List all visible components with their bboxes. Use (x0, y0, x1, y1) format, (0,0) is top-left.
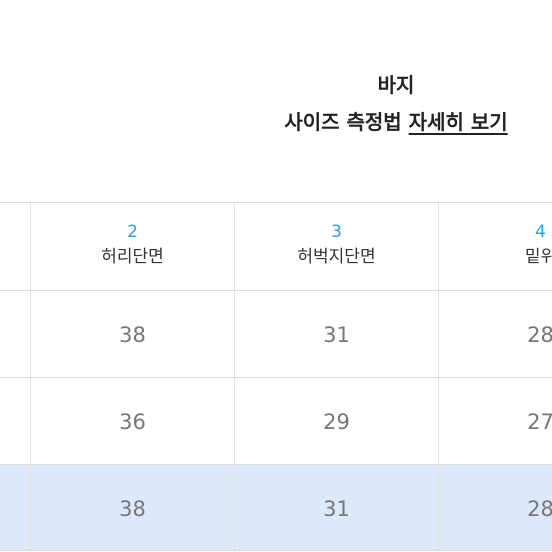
table-cell: 38 (119, 497, 146, 521)
table-cell: 31 (323, 497, 350, 521)
header-divider (0, 290, 552, 291)
column-number: 3 (331, 222, 342, 242)
column-number: 4 (535, 222, 546, 242)
table-cell: 29 (323, 410, 350, 434)
row-divider (0, 464, 552, 465)
column-name: 밑위 (524, 247, 552, 267)
row-divider (0, 377, 552, 378)
column-name: 허리단면 (101, 247, 164, 267)
column-divider (438, 202, 439, 552)
column-header: 4 밑위 (439, 222, 552, 268)
table-cell: 27 (527, 410, 552, 434)
table-top-border (0, 202, 552, 203)
row-divider (0, 550, 552, 551)
table-cell: 28 (527, 497, 552, 521)
table-cell: 38 (119, 323, 146, 347)
view-details-link[interactable]: 자세히 보기 (408, 110, 508, 134)
column-name: 허벅지단면 (297, 247, 376, 267)
table-cell: 31 (323, 323, 350, 347)
column-divider (30, 202, 31, 552)
measure-guide-line: 사이즈 측정법 자세히 보기 (0, 108, 552, 136)
size-heading: 바지 사이즈 측정법 자세히 보기 (0, 0, 552, 200)
category-title: 바지 (377, 73, 415, 97)
table-cell: 36 (119, 410, 146, 434)
measure-guide-text: 사이즈 측정법 (284, 110, 409, 134)
column-header: 2 허리단면 (31, 222, 234, 268)
highlighted-row-background (0, 465, 552, 550)
table-cell: 28 (527, 323, 552, 347)
column-divider (234, 202, 235, 552)
column-number: 2 (127, 222, 138, 242)
size-table: 2 허리단면 3 허벅지단면 4 밑위 38 31 28 36 29 27 38… (0, 202, 552, 552)
column-header: 3 허벅지단면 (235, 222, 438, 268)
